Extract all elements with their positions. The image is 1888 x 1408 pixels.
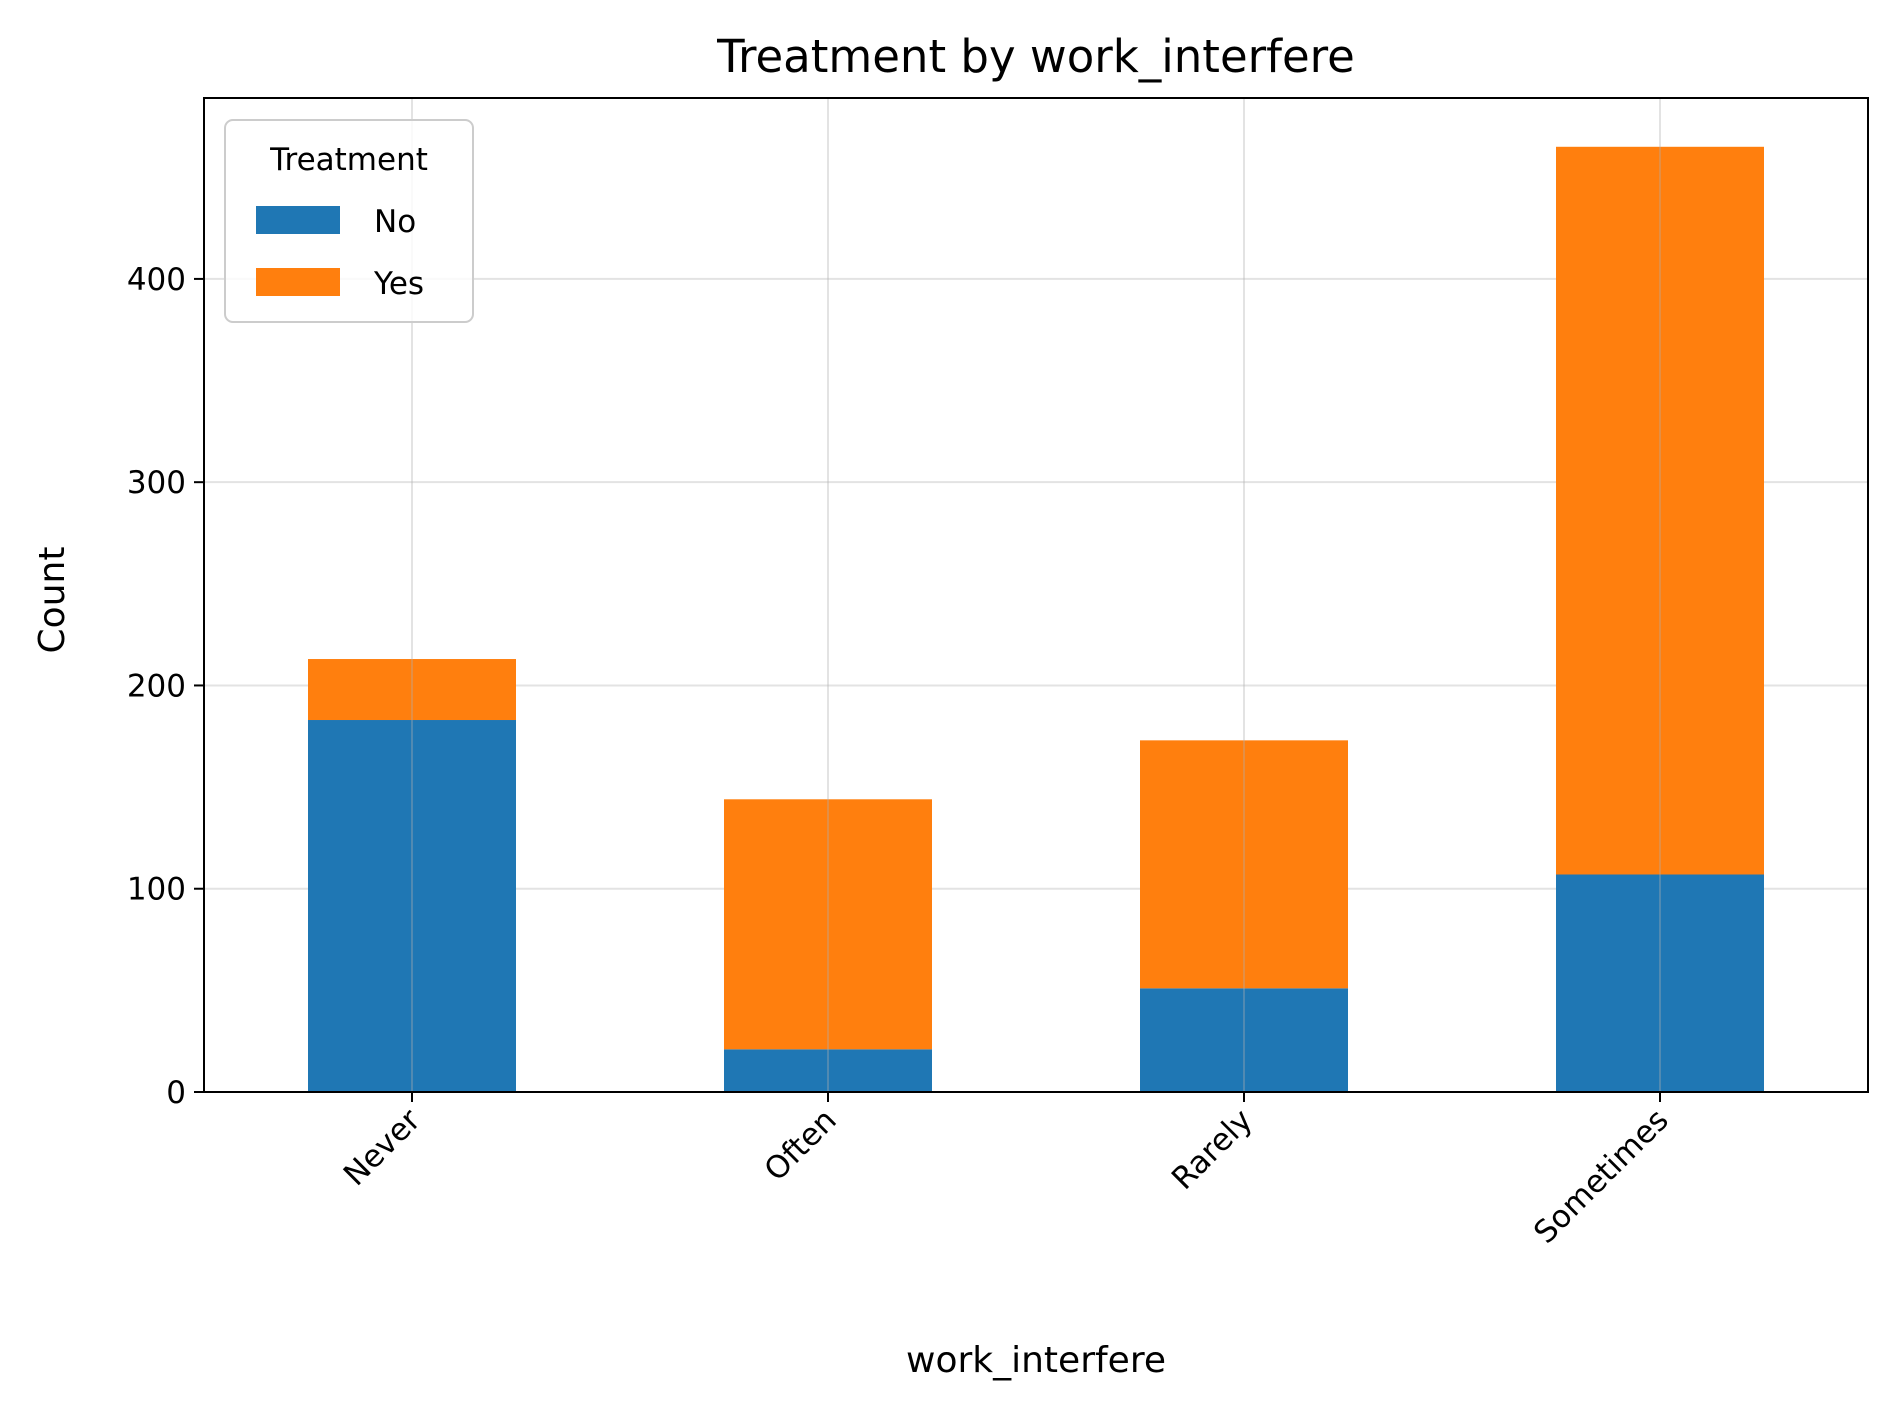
x-axis: Never Often Rarely Sometimes (337, 1092, 1676, 1251)
legend-swatch-no (256, 206, 340, 234)
x-tick-label-rarely: Rarely (1165, 1102, 1260, 1197)
plot-frame (203, 97, 1869, 1093)
bar-yes-often (724, 799, 932, 1050)
x-tick-label-sometimes: Sometimes (1527, 1102, 1676, 1251)
bar-no-rarely (1140, 988, 1348, 1092)
y-tick-label: 300 (127, 465, 186, 501)
legend-swatch-yes (256, 268, 340, 296)
y-axis-label: Count (32, 547, 73, 654)
legend-title: Treatment (269, 142, 428, 178)
bars (308, 98, 1764, 1092)
x-axis-label: work_interfere (906, 1340, 1166, 1381)
chart-title: Treatment by work_interfere (716, 30, 1355, 83)
bar-yes-never (308, 659, 516, 721)
y-tick-label: 400 (127, 262, 186, 298)
y-tick-label: 0 (166, 1075, 186, 1111)
x-tick-label-never: Never (337, 1102, 428, 1193)
bar-no-sometimes (1556, 874, 1764, 1092)
y-tick-label: 200 (127, 668, 186, 704)
y-tick-label: 100 (127, 872, 186, 908)
legend-label-no: No (374, 204, 416, 240)
bar-no-never (308, 720, 516, 1092)
x-tick-label-often: Often (758, 1102, 844, 1188)
legend-label-yes: Yes (373, 266, 424, 302)
bar-no-often (724, 1049, 932, 1092)
y-axis: 0 100 200 300 400 (127, 262, 204, 1111)
bar-yes-sometimes (1556, 146, 1764, 875)
legend: Treatment No Yes (224, 119, 474, 323)
bar-yes-rarely (1140, 740, 1348, 989)
